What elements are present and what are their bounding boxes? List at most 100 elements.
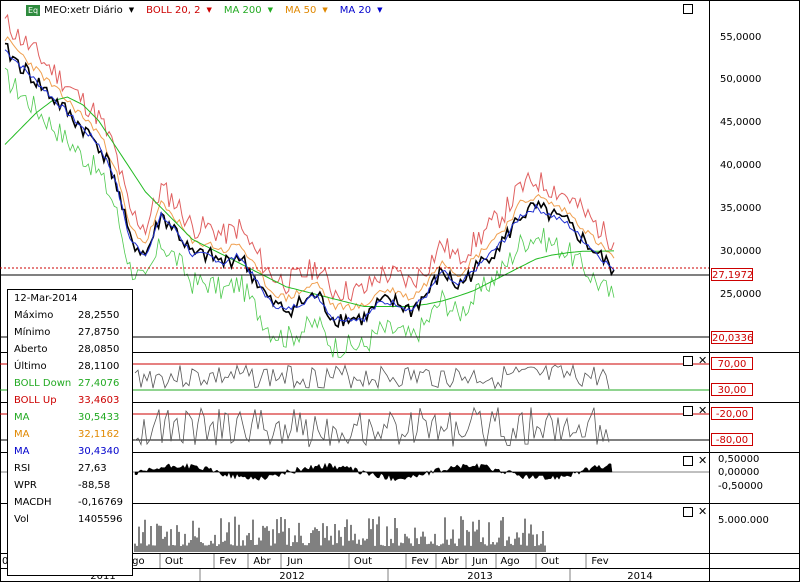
year-label: 2012: [279, 571, 304, 582]
year-label: 2013: [467, 571, 492, 582]
wpr-lower-tag: -80,00: [711, 433, 753, 446]
info-label: MA: [14, 412, 30, 423]
info-label: MA: [14, 446, 30, 457]
ma50-line: [4, 36, 615, 311]
info-value: -0,16769: [78, 497, 123, 508]
info-row: MA 30,4340: [8, 443, 132, 460]
ma50-label[interactable]: MA 50: [284, 4, 317, 16]
boll-label[interactable]: BOLL 20, 2: [146, 4, 201, 16]
boll-dropdown-icon[interactable]: ▼: [206, 6, 212, 14]
month-label: Fev: [219, 556, 236, 567]
maximize-volume-pane-icon[interactable]: [683, 507, 693, 517]
info-date-row: 12-Mar-2014: [8, 290, 132, 307]
info-date: 12-Mar-2014: [14, 293, 78, 304]
low-price-tag: 20,0336: [711, 331, 754, 344]
year-label: 2014: [627, 571, 652, 582]
symbol-label[interactable]: MEO:xetr Diário: [44, 4, 123, 16]
ma20-dropdown-icon[interactable]: ▼: [377, 6, 383, 14]
month-label: Ago: [500, 556, 519, 567]
info-row: WPR -88,58: [8, 477, 132, 494]
month-label: Out: [165, 556, 183, 567]
info-label: BOLL Down: [14, 378, 72, 389]
price-tick: 30,0000: [720, 246, 762, 257]
month-label: Out: [541, 556, 559, 567]
month-label: Fev: [591, 556, 608, 567]
month-label: Jun: [471, 556, 488, 567]
chart-legend: Eq MEO:xetr Diário ▼ BOLL 20, 2 ▼ MA 200 ▼ …: [26, 3, 391, 17]
info-row: MA 32,1162: [8, 426, 132, 443]
price-tick: 35,0000: [720, 203, 762, 214]
maximize-price-pane-icon[interactable]: [683, 4, 693, 14]
volume-pane: [134, 516, 546, 552]
maximize-rsi-pane-icon[interactable]: [683, 356, 693, 366]
info-label: Último: [14, 361, 47, 372]
rsi-upper-tag: 70,00: [711, 357, 753, 370]
info-label: Aberto: [14, 344, 48, 355]
info-value: 33,4603: [78, 395, 120, 406]
info-value: 1405596: [78, 514, 123, 525]
info-label: WPR: [14, 480, 37, 491]
symbol-dropdown-icon[interactable]: ▼: [128, 6, 135, 14]
close-wpr-pane-icon[interactable]: ✕: [698, 404, 708, 417]
info-label: RSI: [14, 463, 31, 474]
month-label: Abr: [253, 556, 271, 567]
boll-upper-line: [4, 13, 615, 302]
close-macd-pane-icon[interactable]: ✕: [698, 454, 708, 467]
ma200-line: [4, 96, 614, 307]
price-pane: [0, 13, 709, 358]
info-value: 28,2550: [78, 310, 120, 321]
month-label: Fev: [411, 556, 428, 567]
info-row: MACDH -0,16769: [8, 494, 132, 511]
price-line: [4, 42, 615, 329]
info-value: -88,58: [78, 480, 111, 491]
equity-badge: Eq: [26, 4, 41, 16]
close-rsi-pane-icon[interactable]: ✕: [698, 354, 708, 367]
macd-tick: 0,50000: [718, 454, 760, 465]
wpr-upper-tag: -20,00: [711, 407, 753, 420]
info-row: RSI 27,63: [8, 460, 132, 477]
rsi-lower-tag: 30,00: [711, 383, 753, 396]
info-label: Mínimo: [14, 327, 51, 338]
price-tick: 55,0000: [720, 32, 762, 43]
price-tick: 25,0000: [720, 289, 762, 300]
info-label: MA: [14, 429, 30, 440]
data-window: 12-Mar-2014 Máximo 28,2550 Mínimo 27,8750 …: [7, 289, 133, 576]
info-row: MA 30,5433: [8, 409, 132, 426]
info-value: 30,4340: [78, 446, 120, 457]
ma20-label[interactable]: MA 20: [339, 4, 372, 16]
month-label: Ago: [125, 556, 144, 567]
year-label: 2011: [90, 571, 115, 582]
info-label: Vol: [14, 514, 29, 525]
info-row: Último 28,1100: [8, 358, 132, 375]
ma200-dropdown-icon[interactable]: ▼: [267, 6, 273, 14]
price-tick: 40,0000: [720, 160, 762, 171]
last-price-tag: 27,1972: [711, 268, 754, 281]
month-label: Abr: [441, 556, 459, 567]
maximize-wpr-pane-icon[interactable]: [683, 406, 693, 416]
macd-tick: -0,50000: [718, 481, 763, 492]
info-label: Máximo: [14, 310, 54, 321]
close-volume-pane-icon[interactable]: ✕: [698, 505, 708, 518]
info-value: 27,4076: [78, 378, 120, 389]
info-value: 28,1100: [78, 361, 120, 372]
maximize-macd-pane-icon[interactable]: [683, 456, 693, 466]
ma200-label[interactable]: MA 200: [223, 4, 262, 16]
info-value: 27,63: [78, 463, 107, 474]
wpr-line: [134, 406, 610, 448]
ma50-dropdown-icon[interactable]: ▼: [322, 6, 328, 14]
info-row: BOLL Up 33,4603: [8, 392, 132, 409]
info-row: BOLL Down 27,4076: [8, 375, 132, 392]
ma20-line: [4, 49, 615, 323]
info-label: MACDH: [14, 497, 52, 508]
price-tick: 45,0000: [720, 117, 762, 128]
info-value: 28,0850: [78, 344, 120, 355]
info-row: Mínimo 27,8750: [8, 324, 132, 341]
info-value: 30,5433: [78, 412, 120, 423]
volume-tick: 5.000.000: [718, 515, 769, 526]
month-label: Jun: [286, 556, 303, 567]
macd-tick: 0,00000: [718, 467, 760, 478]
info-value: 32,1162: [78, 429, 120, 440]
info-label: BOLL Up: [14, 395, 57, 406]
boll-lower-line: [4, 67, 615, 358]
info-row: Aberto 28,0850: [8, 341, 132, 358]
